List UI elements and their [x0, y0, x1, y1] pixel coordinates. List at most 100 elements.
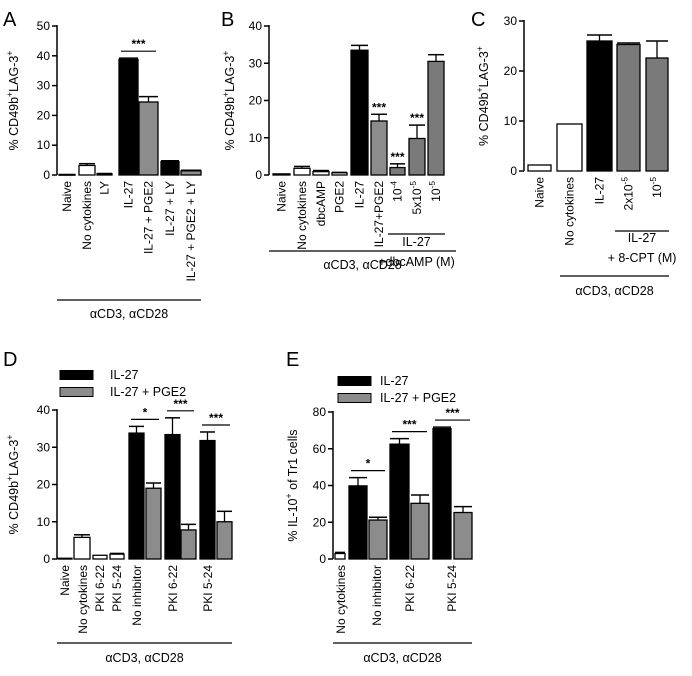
y-tick-label: 20 [504, 64, 518, 78]
category-label: PKI 6-22 [403, 565, 417, 612]
bar-significance-label: *** [390, 150, 404, 164]
legend-swatch [337, 376, 372, 386]
y-tick-label: 40 [37, 49, 51, 63]
significance-label: *** [402, 418, 416, 432]
group-label: IL-27 [402, 235, 431, 249]
bar [616, 43, 641, 172]
bar [350, 49, 369, 176]
category-label: PKI 5-24 [445, 565, 459, 612]
y-tick-label: 20 [313, 515, 327, 529]
significance-label: *** [173, 397, 187, 411]
bar [57, 557, 73, 560]
bar [118, 58, 139, 176]
category-label: PKI 6-22 [93, 565, 107, 612]
category-label: IL-27 + PGE2 + LY [184, 181, 198, 282]
category-label: No cytokines [334, 565, 348, 634]
bar [109, 553, 125, 560]
significance-label: * [143, 405, 148, 419]
bar [348, 485, 368, 560]
category-label: No cytokines [80, 181, 94, 250]
panel-letter: E [286, 349, 299, 371]
legend-label: IL-27 + PGE2 [380, 391, 456, 405]
group-label: IL-27 [628, 231, 657, 245]
bar [453, 511, 473, 560]
y-tick-label: 10 [37, 515, 51, 529]
y-tick-label: 0 [43, 552, 50, 566]
category-label: No inhibitor [130, 565, 144, 626]
panel-letter: C [471, 9, 485, 31]
bar [216, 521, 233, 560]
legend-label: IL-27 + PGE2 [110, 385, 186, 399]
category-label: Naive [60, 181, 74, 212]
bar [312, 170, 330, 176]
group-label: +dbcAMP (M) [378, 255, 455, 269]
y-tick-label: 30 [37, 440, 51, 454]
category-label: No inhibitor [370, 565, 384, 626]
category-label: PKI 5-24 [201, 565, 215, 612]
y-tick-label: 60 [313, 442, 327, 456]
legend-label: IL-27 [110, 368, 139, 382]
panel-b: B 0 10 20 30 40 % CD49b+LAG-3+ *** *** *** Naive No… [221, 9, 456, 272]
group-label: αCD3, αCD28 [90, 307, 168, 321]
bar [586, 40, 613, 172]
y-tick-label: 0 [319, 552, 326, 566]
y-tick-label: 20 [249, 94, 263, 108]
bar [272, 173, 291, 176]
significance-label: * [366, 457, 371, 471]
group-label: αCD3, αCD28 [363, 651, 441, 665]
group-label: αCD3, αCD28 [323, 258, 401, 272]
bar [78, 164, 96, 176]
panel-c: C 0 10 20 30 % CD49b+LAG-3+ Naive No cytokines I… [471, 9, 676, 298]
bar [368, 519, 388, 560]
panel-letter: B [221, 9, 234, 31]
category-label: IL-27+PGE2 [372, 181, 386, 248]
bar [293, 167, 311, 176]
group-label: αCD3, αCD28 [105, 651, 183, 665]
bar [180, 529, 197, 560]
bar [389, 166, 406, 176]
bar [164, 433, 181, 560]
y-tick-label: 40 [313, 479, 327, 493]
category-label: 10-5 [427, 181, 443, 202]
y-tick-label: 10 [249, 131, 263, 145]
y-tick-label: 80 [313, 405, 327, 419]
bar [427, 60, 445, 176]
bar [92, 554, 108, 560]
group-label: αCD3, αCD28 [575, 284, 653, 298]
bar [180, 170, 202, 176]
bar [160, 160, 180, 176]
bar [370, 120, 388, 176]
category-label: 10-4 [389, 181, 405, 202]
category-label: PKI 6-22 [166, 565, 180, 612]
y-tick-label: 30 [504, 14, 518, 28]
y-tick-label: 30 [249, 56, 263, 70]
y-tick-label: 30 [37, 79, 51, 93]
category-label: No cytokines [76, 565, 90, 634]
category-label: Naive [533, 177, 547, 208]
panel-letter: D [3, 349, 17, 371]
category-label: IL-27 + PGE2 [142, 181, 156, 254]
y-tick-label: 0 [510, 164, 517, 178]
category-label: Naive [58, 565, 72, 596]
significance-label: *** [131, 37, 145, 51]
bar [128, 432, 145, 560]
category-label: Naive [275, 181, 289, 212]
bar [334, 552, 346, 560]
bar [389, 443, 410, 560]
panel-a: A 0 10 20 30 40 50 % CD49b+LAG-3+ *** Naive No cyt… [3, 9, 202, 321]
y-axis-label: % CD49b+LAG-3+ [5, 435, 21, 535]
category-label: LY [98, 181, 112, 195]
legend-swatch [337, 393, 372, 403]
category-label: dbcAMP [314, 181, 328, 226]
category-label: IL-27 + LY [163, 181, 177, 236]
category-label: 2x10-5 [620, 177, 636, 211]
y-tick-label: 0 [43, 168, 50, 182]
category-label: 10-5 [648, 177, 664, 198]
y-axis-label: % CD49b+LAG-3+ [221, 51, 237, 151]
bar [527, 164, 552, 172]
y-tick-label: 10 [504, 114, 518, 128]
bar [408, 137, 426, 176]
category-label: PKI 5-24 [110, 565, 124, 612]
